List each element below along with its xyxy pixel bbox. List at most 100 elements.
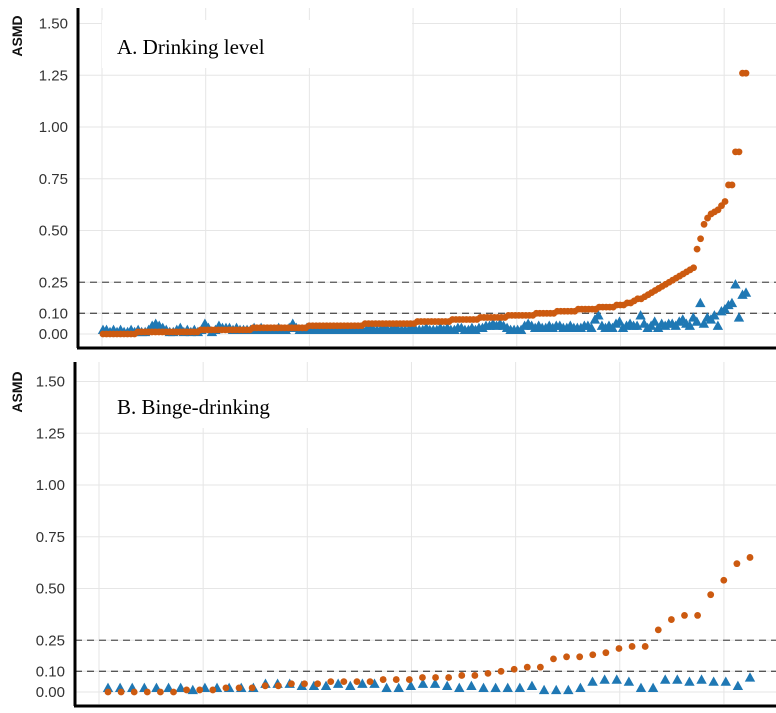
b-unadjusted-point — [327, 678, 334, 685]
b-unadjusted-point — [196, 687, 203, 694]
b-unadjusted-point — [537, 664, 544, 671]
a-adjusted-point — [730, 279, 740, 288]
b-unadjusted-point — [681, 612, 688, 619]
b-adjusted-point — [575, 683, 585, 692]
panel-a-threshold-lines — [78, 282, 776, 313]
b-adjusted-point — [624, 676, 634, 685]
a-y-tick-label: 0.75 — [39, 171, 68, 188]
a-y-tick-label: 0.50 — [39, 223, 68, 240]
b-unadjusted-point — [170, 689, 177, 696]
a-y-tick-label: 1.50 — [39, 16, 68, 33]
panel-b-y-ticks: 0.000.100.250.500.751.001.251.50 — [36, 374, 65, 702]
b-adjusted-point — [708, 676, 718, 685]
b-unadjusted-point — [288, 680, 295, 687]
a-adjusted-point — [635, 310, 645, 319]
b-unadjusted-point — [380, 676, 387, 683]
b-adjusted-point — [503, 683, 513, 692]
panel-a-adjusted-points — [98, 279, 751, 336]
panel-b-title: B. Binge-drinking — [117, 395, 270, 419]
b-unadjusted-point — [445, 674, 452, 681]
b-unadjusted-point — [406, 676, 413, 683]
b-adjusted-point — [490, 683, 500, 692]
b-y-tick-label: 1.50 — [36, 374, 65, 391]
b-unadjusted-point — [616, 645, 623, 652]
b-unadjusted-point — [655, 627, 662, 634]
b-adjusted-point — [454, 683, 464, 692]
b-adjusted-point — [721, 676, 731, 685]
a-unadjusted-point — [743, 70, 750, 77]
b-unadjusted-point — [340, 678, 347, 685]
b-adjusted-point — [745, 672, 755, 681]
b-unadjusted-point — [733, 560, 740, 567]
b-unadjusted-point — [301, 680, 308, 687]
a-unadjusted-point — [690, 264, 697, 271]
a-y-tick-label: 1.00 — [39, 119, 68, 136]
a-unadjusted-point — [701, 221, 708, 228]
b-unadjusted-point — [144, 689, 151, 696]
b-unadjusted-point — [511, 666, 518, 673]
a-unadjusted-point — [694, 246, 701, 253]
b-adjusted-point — [684, 676, 694, 685]
b-unadjusted-point — [105, 689, 112, 696]
b-unadjusted-point — [131, 689, 138, 696]
b-adjusted-point — [539, 685, 549, 694]
a-y-tick-label: 0.25 — [39, 274, 68, 291]
b-adjusted-point — [551, 685, 561, 694]
b-unadjusted-point — [589, 651, 596, 658]
b-unadjusted-point — [720, 577, 727, 584]
b-unadjusted-point — [419, 674, 426, 681]
b-y-tick-label: 1.00 — [36, 477, 65, 494]
b-adjusted-point — [599, 674, 609, 683]
a-unadjusted-point — [736, 148, 743, 155]
b-unadjusted-point — [498, 668, 505, 675]
panel-b-threshold-lines — [75, 640, 776, 671]
b-adjusted-point — [381, 683, 391, 692]
b-unadjusted-point — [471, 672, 478, 679]
a-unadjusted-point — [729, 182, 736, 189]
b-y-tick-label: 0.50 — [36, 581, 65, 598]
panel-b-binge-drinking: 0.00 0.10 0.25 0.50 0.75 1.00 1.25 1.50 B. Bing… — [9, 362, 776, 706]
b-adjusted-point — [466, 681, 476, 690]
b-adjusted-point — [733, 681, 743, 690]
b-y-tick-label: 0.25 — [36, 632, 65, 649]
b-adjusted-point — [660, 674, 670, 683]
b-unadjusted-point — [209, 687, 216, 694]
panel-a-y-ticks: 0.00 0.10 0.25 0.50 0.75 1.00 1.25 1.50 — [39, 16, 68, 344]
a-y-tick-label: 0.00 — [39, 326, 68, 343]
b-unadjusted-point — [458, 672, 465, 679]
a-y-tick-label: 0.10 — [39, 305, 68, 322]
a-unadjusted-point — [697, 235, 704, 242]
b-unadjusted-point — [157, 689, 164, 696]
b-unadjusted-point — [236, 684, 243, 691]
b-unadjusted-point — [550, 655, 557, 662]
panel-b-unadjusted-points — [105, 554, 754, 695]
a-y-tick-label: 1.25 — [39, 67, 68, 84]
b-adjusted-point — [442, 681, 452, 690]
b-y-tick-label: 0.75 — [36, 529, 65, 546]
b-unadjusted-point — [393, 676, 400, 683]
panel-a-title: A. Drinking level — [117, 35, 265, 59]
b-y-tick-label: 0.10 — [36, 663, 65, 680]
b-adjusted-point — [515, 683, 525, 692]
b-unadjusted-point — [432, 674, 439, 681]
b-adjusted-point — [672, 674, 682, 683]
b-adjusted-point — [696, 674, 706, 683]
b-unadjusted-point — [354, 678, 361, 685]
b-unadjusted-point — [275, 682, 282, 689]
b-adjusted-point — [527, 681, 537, 690]
b-unadjusted-point — [707, 591, 714, 598]
b-adjusted-point — [612, 674, 622, 683]
panel-a-drinking-level: 0.00 0.10 0.25 0.50 0.75 1.00 1.25 1.50 A. Drin… — [9, 8, 776, 348]
b-unadjusted-point — [694, 612, 701, 619]
b-unadjusted-point — [367, 678, 374, 685]
panel-b-y-axis-label: ASMD — [9, 371, 25, 412]
b-unadjusted-point — [563, 653, 570, 660]
b-unadjusted-point — [262, 682, 269, 689]
b-unadjusted-point — [747, 554, 754, 561]
b-unadjusted-point — [524, 664, 531, 671]
b-unadjusted-point — [118, 689, 125, 696]
b-adjusted-point — [478, 683, 488, 692]
b-y-tick-label: 0.00 — [36, 684, 65, 701]
b-unadjusted-point — [249, 684, 256, 691]
